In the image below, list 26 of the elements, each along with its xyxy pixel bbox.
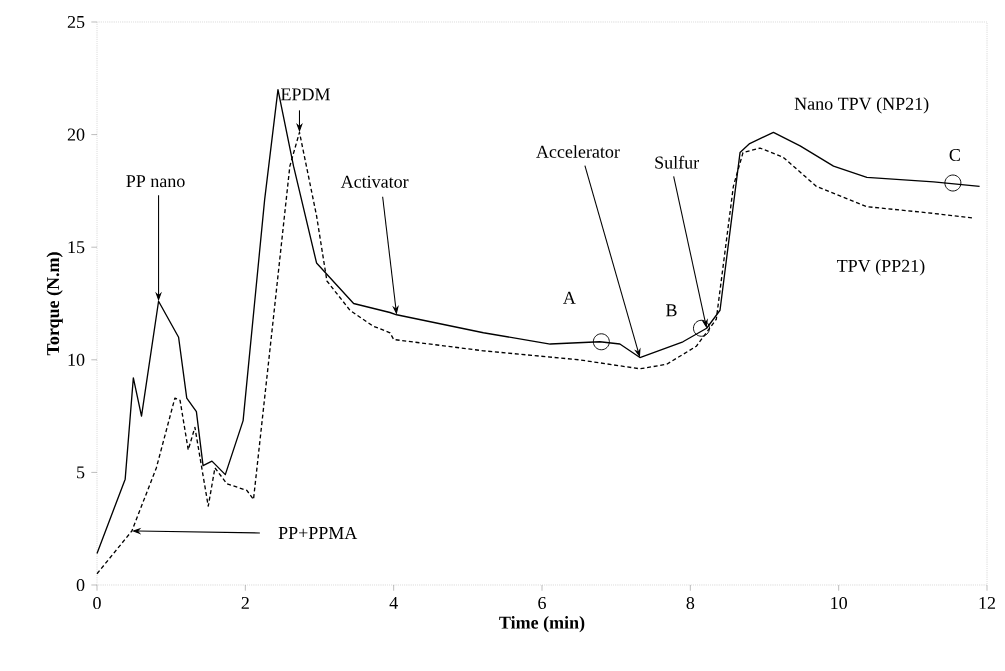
x-tick-label: 10 (831, 596, 847, 610)
y-tick-label: 15 (68, 241, 85, 254)
series-label: Nano TPV (NP21) (794, 97, 929, 114)
annotation: C (949, 148, 960, 162)
y-tick-label: 10 (68, 353, 85, 366)
x-tick-label: 2 (241, 596, 249, 609)
y-tick-label: 5 (77, 466, 85, 479)
text: TPV (PP21) (837, 259, 925, 276)
y-tick-label: 0 (76, 578, 85, 592)
annotation: Sulfur (655, 155, 699, 169)
y-axis-title: Torque (N.m) (46, 252, 63, 356)
annotation: Accelerator (536, 145, 620, 158)
y-tick-label: 20 (67, 128, 85, 141)
y-tick-label: 25 (67, 15, 85, 29)
x-tick-label: 12 (979, 596, 996, 609)
annotation: PP nano (126, 175, 185, 188)
x-tick-label: 0 (93, 596, 101, 610)
annotation: PP+PPMA (278, 527, 358, 539)
annotation: EPDM (281, 88, 330, 101)
annotation: Activator (340, 175, 409, 188)
x-tick-label: 8 (686, 596, 695, 610)
annotation: B (665, 304, 677, 317)
annotation: A (563, 291, 576, 304)
x-tick-label: 6 (538, 596, 546, 610)
x-tick-label: 4 (389, 596, 398, 609)
x-axis-title: Time (min) (499, 616, 585, 633)
